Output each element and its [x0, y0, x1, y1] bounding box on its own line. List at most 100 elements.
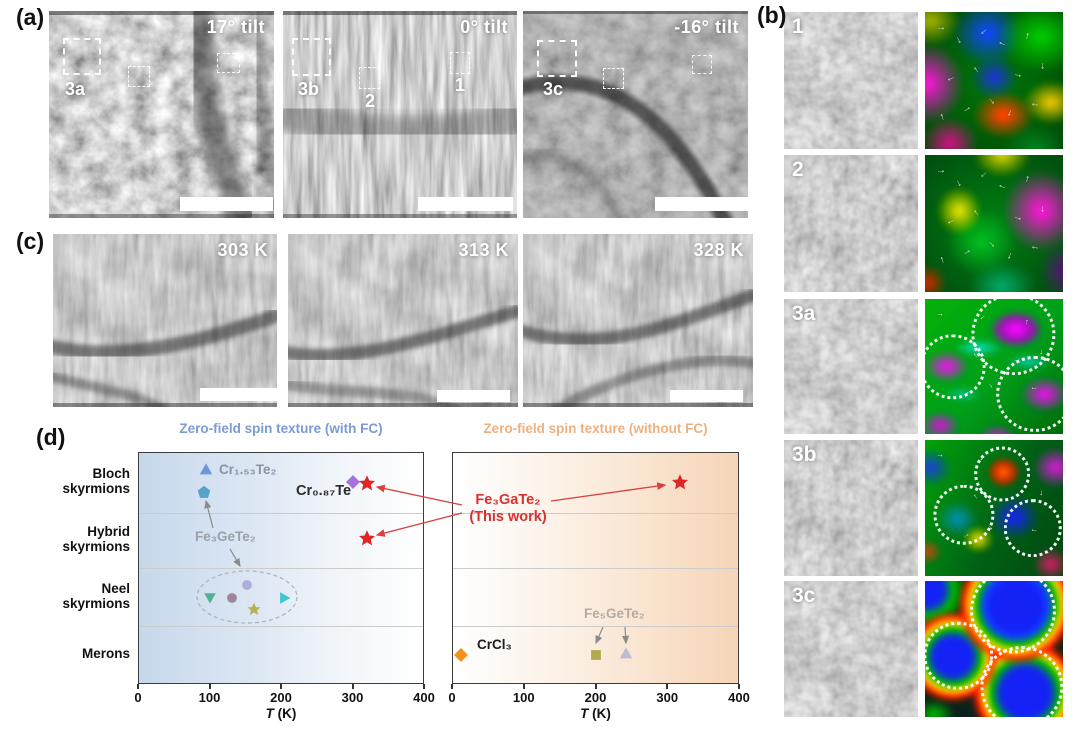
gridline	[139, 568, 423, 569]
x-axis-tick-label: 0	[134, 690, 142, 705]
roi-label-3c: 3c	[543, 79, 564, 99]
chart-left-title: Zero-field spin texture (with FC)	[179, 421, 383, 436]
x-axis-tick-label: 100	[512, 690, 535, 705]
scale-bar	[437, 390, 510, 402]
roi-label-3b: 3b	[298, 79, 320, 99]
chart-point-star	[672, 474, 689, 490]
spin-vector-arrow: →	[1019, 173, 1033, 186]
x-axis-tick	[594, 684, 597, 689]
x-axis-tick-label: 100	[198, 690, 221, 705]
roi-box-small	[603, 68, 624, 89]
x-axis-tick-label: 300	[341, 690, 364, 705]
roi-box-2	[359, 67, 380, 89]
category-label-neel-skyrmions: Neel skyrmions	[62, 581, 130, 611]
panel-b-gray-3c: 3c	[784, 581, 918, 717]
x-axis-tick-label: 300	[656, 690, 679, 705]
chart-point-diamond	[345, 475, 360, 489]
skyrmion-marker-circle	[925, 333, 986, 400]
category-label-hybrid-skyrmions: Hybrid skyrmions	[62, 524, 130, 554]
tem-texture-stripes	[288, 234, 518, 407]
tilt-label: -16° tilt	[674, 17, 739, 37]
panel-a-image-17deg: 17° tilt 3a	[49, 11, 274, 218]
chart-point-circle	[226, 592, 238, 604]
x-axis-tick	[351, 684, 354, 689]
material-label: CrCl₃	[477, 637, 512, 652]
spin-vector-arrow: →	[1037, 203, 1050, 215]
material-label: Cr₀.₈₇Te	[296, 483, 352, 499]
category-label-bloch-skyrmions: Bloch skyrmions	[62, 466, 130, 496]
tilt-label: 17° tilt	[206, 17, 265, 37]
roi-box-small	[217, 53, 240, 73]
panel-c-image-313K: 313 K	[288, 234, 518, 407]
this-work-note: (This work)	[469, 509, 547, 525]
panel-a-tag: (a)	[16, 4, 45, 30]
tem-texture-stripes	[283, 11, 517, 218]
scale-bar	[200, 388, 277, 401]
roi-box-3b	[292, 38, 331, 76]
temperature-label: 313 K	[458, 240, 509, 260]
gridline	[453, 513, 738, 514]
chart-point-triangle-up	[199, 463, 213, 476]
x-axis-label: T (K)	[580, 706, 611, 721]
chart-point-star	[358, 530, 375, 546]
x-axis-tick-label: 400	[413, 690, 435, 705]
scale-bar	[670, 390, 743, 402]
spin-vector-arrow: →	[1037, 488, 1048, 498]
panel-b-gray-3a: 3a	[784, 299, 918, 434]
panel-b-colormap-3c	[925, 581, 1063, 717]
x-axis-tick	[522, 684, 525, 689]
temperature-label: 328 K	[693, 240, 744, 260]
scale-bar	[655, 197, 748, 211]
chart-point-circle	[241, 579, 253, 591]
tilt-label: 0° tilt	[460, 17, 508, 37]
chart-point-square	[589, 649, 602, 662]
x-axis-label: T (K)	[265, 706, 297, 721]
panel-b-colormap-3b: → → → → → → → →	[925, 440, 1063, 576]
chart-point-star	[247, 602, 261, 616]
tem-texture-cellular	[49, 11, 274, 218]
scale-bar	[418, 197, 513, 211]
x-axis-tick-label: 400	[728, 690, 750, 705]
gridline	[453, 626, 738, 627]
material-label: Fe₅GeTe₂	[584, 606, 645, 621]
spin-vector-arrow: →	[936, 164, 947, 176]
x-axis-tick-label: 200	[270, 690, 292, 705]
panel-a-image-minus16deg: -16° tilt 3c	[523, 11, 748, 218]
material-label: Fe₃GeTe₂	[195, 529, 256, 544]
skyrmion-marker-circle	[974, 446, 1031, 502]
chart-point-star	[358, 475, 375, 491]
crop-label: 2	[792, 158, 804, 181]
skyrmion-marker-circle	[979, 646, 1063, 717]
chart-left-plot-area	[138, 452, 424, 684]
material-label: Cr₁.₅₃Te₂	[219, 462, 277, 477]
x-axis-tick	[137, 684, 139, 689]
panel-b-colormap-3a: → → → → → → → → →	[925, 299, 1063, 434]
skyrmion-marker-circle	[996, 355, 1063, 432]
chart-point-pentagon	[197, 485, 211, 499]
tem-texture-bend-contour	[523, 11, 748, 218]
panel-c-image-328K: 328 K	[523, 234, 753, 407]
tem-texture-stripes	[53, 234, 277, 407]
skyrmion-marker-circle	[925, 621, 993, 691]
chart-point-triangle-right	[279, 592, 291, 604]
roi-label-1: 1	[455, 75, 466, 95]
chart-point-diamond	[454, 648, 469, 662]
this-work-annotation: Fe₃GaTe₂ (This work)	[455, 492, 561, 526]
x-axis-tick	[738, 684, 740, 689]
x-axis-tick-label: 0	[448, 690, 456, 705]
roi-box-3c	[537, 40, 577, 77]
roi-label-3a: 3a	[65, 79, 86, 99]
scale-bar	[180, 197, 273, 211]
spin-vector-arrow: →	[936, 21, 947, 33]
spin-vector-arrow: →	[1019, 30, 1033, 43]
x-axis-tick	[423, 684, 425, 689]
spin-vector-arrow: →	[1029, 242, 1041, 255]
panel-b-tag: (b)	[757, 2, 787, 28]
skyrmion-marker-circle	[933, 484, 995, 545]
roi-box-small	[128, 66, 150, 87]
crop-label: 3c	[792, 584, 816, 607]
category-label-merons: Merons	[81, 646, 130, 661]
panel-b-colormap-1: → → → → → → → → → → → → → →	[925, 12, 1063, 149]
chart-point-triangle-up	[620, 647, 633, 660]
x-axis-tick	[280, 684, 282, 689]
